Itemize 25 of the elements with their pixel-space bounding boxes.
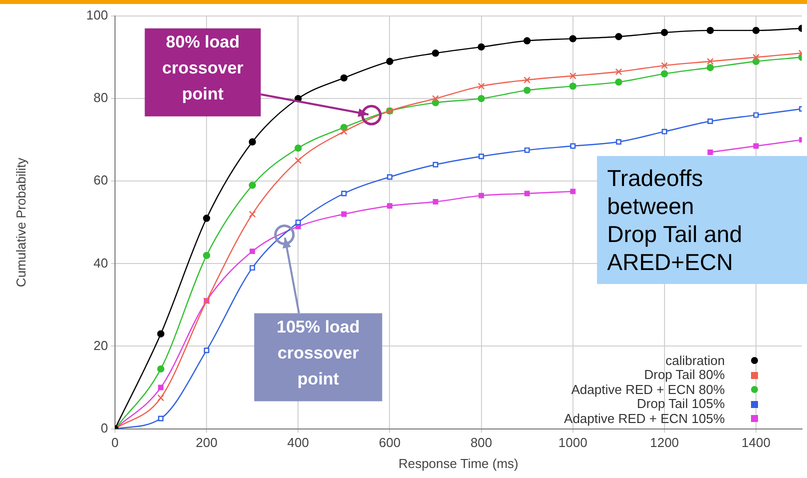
legend-label: Drop Tail 80% bbox=[644, 367, 725, 383]
x-tick-label: 800 bbox=[470, 435, 492, 450]
y-tick-label: 100 bbox=[86, 8, 108, 23]
annotation: 80% load crossover point bbox=[162, 32, 244, 104]
x-tick-label: 1000 bbox=[558, 435, 588, 450]
x-tick-label: 200 bbox=[196, 435, 218, 450]
y-tick-label: 20 bbox=[94, 338, 108, 353]
callout-box: Tradeoffs between Drop Tail and ARED+ECN bbox=[597, 156, 807, 284]
legend-label: calibration bbox=[666, 352, 725, 368]
y-tick-label: 0 bbox=[100, 420, 108, 436]
annotation: 105% load crossover point bbox=[276, 317, 360, 388]
y-axis-title: Cumulative Probability bbox=[13, 157, 28, 288]
x-tick-label: 1200 bbox=[650, 435, 679, 450]
legend-label: Drop Tail 105% bbox=[636, 396, 725, 412]
x-tick-label: 0 bbox=[111, 435, 119, 450]
legend-label: Adaptive RED + ECN 105% bbox=[564, 410, 725, 426]
y-tick-label: 60 bbox=[94, 172, 108, 188]
x-tick-label: 1400 bbox=[742, 435, 770, 450]
y-tick-label: 80 bbox=[94, 90, 108, 106]
x-axis-title: Response Time (ms) bbox=[398, 456, 518, 471]
legend-label: Adaptive RED + ECN 80% bbox=[571, 382, 725, 398]
y-tick-label: 40 bbox=[94, 255, 108, 270]
x-tick-label: 400 bbox=[287, 435, 309, 450]
x-tick-label: 600 bbox=[378, 435, 401, 450]
annotation: Tradeoffs between Drop Tail and ARED+ECN bbox=[607, 164, 744, 276]
